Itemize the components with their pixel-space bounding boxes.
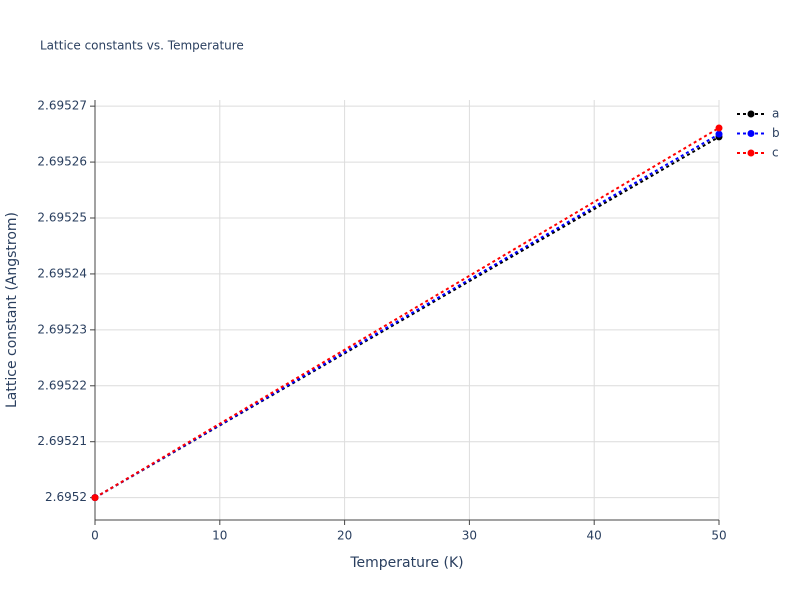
legend-item[interactable]: a (737, 107, 779, 121)
x-tick-label: 0 (91, 529, 99, 543)
data-point (91, 494, 99, 502)
y-axis-label: Lattice constant (Angstrom) (4, 212, 20, 408)
legend-marker (747, 149, 755, 157)
legend-label: c (772, 146, 779, 160)
y-tick-label: 2.6952 (45, 490, 87, 504)
legend-item[interactable]: b (737, 126, 780, 140)
x-tick-label: 30 (462, 529, 477, 543)
x-tick-label: 40 (587, 529, 602, 543)
legend-label: b (772, 126, 780, 140)
legend-marker (747, 130, 755, 137)
y-tick-label: 2.69526 (37, 155, 87, 169)
data-point (715, 130, 723, 138)
x-axis-label: Temperature (K) (349, 555, 463, 571)
y-tick-label: 2.69524 (37, 266, 87, 280)
x-tick-label: 10 (212, 529, 227, 543)
y-tick-label: 2.69522 (37, 378, 87, 392)
y-tick-label: 2.69521 (37, 434, 87, 448)
data-point (715, 124, 723, 132)
legend-label: a (772, 107, 779, 121)
chart-title: Lattice constants vs. Temperature (40, 39, 244, 53)
y-tick-label: 2.69527 (37, 99, 87, 113)
legend-item[interactable]: c (737, 146, 779, 160)
y-tick-label: 2.69523 (37, 322, 87, 336)
x-tick-label: 20 (337, 529, 352, 543)
x-tick-label: 50 (711, 529, 726, 543)
legend-marker (747, 110, 755, 118)
series-line (94, 127, 720, 499)
y-tick-label: 2.69525 (37, 211, 87, 225)
